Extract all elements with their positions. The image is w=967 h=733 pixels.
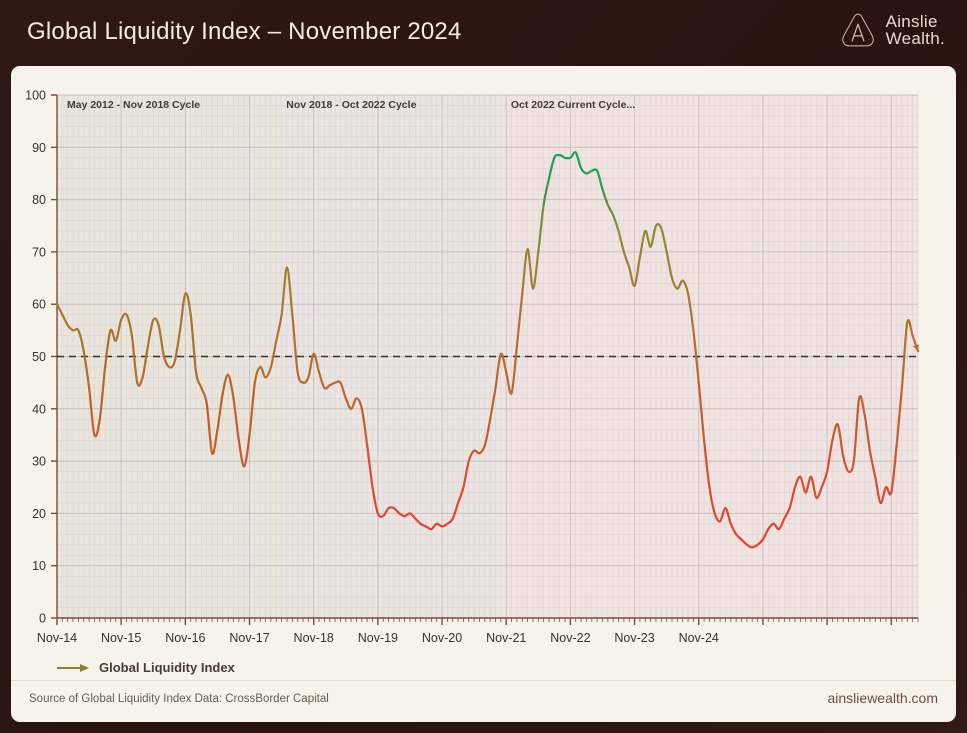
brand-line-1: Ainslie [885,11,938,31]
ainslie-triangle-a-logo-icon [841,13,874,47]
y-tick-label: 80 [32,193,46,207]
footer-source-text: Source of Global Liquidity Index Data: C… [29,693,329,705]
footer-website[interactable]: ainsliewealth.com [827,690,939,706]
cycle-annotation-3: Oct 2022 Current Cycle... [511,99,635,111]
line-arrow-marker-icon [57,663,89,672]
x-tick-label: Nov-23 [614,631,654,645]
x-tick-label: Nov-18 [294,631,334,645]
y-tick-label: 40 [32,402,46,416]
chart-legend[interactable]: Global Liquidity Index [56,660,235,675]
liquidity-index-line [55,151,920,549]
series-end-arrow [913,344,919,352]
y-tick-label: 70 [32,245,46,259]
y-tick-label: 0 [39,612,46,626]
chart-card: May 2012 - Nov 2018 Cycle Nov 2018 - Oct … [11,66,956,722]
page-title: Global Liquidity Index – November 2024 [27,18,462,45]
cycle-annotation-1: May 2012 - Nov 2018 Cycle [67,99,200,111]
brand-wordmark: Ainslie Wealth. [885,11,945,48]
x-tick-label: Nov-19 [358,631,398,645]
x-tick-label: Nov-16 [165,631,205,645]
chart-footer: Source of Global Liquidity Index Data: C… [11,680,956,722]
x-tick-label: Nov-24 [679,631,719,645]
x-tick-label: Nov-22 [550,631,590,645]
x-tick-label: Nov-17 [229,631,269,645]
y-tick-label: 30 [32,455,46,469]
slide-header: Global Liquidity Index – November 2024 A… [0,0,967,66]
brand-logo: Ainslie Wealth. [838,10,945,50]
y-tick-label: 10 [32,559,46,573]
legend-label: Global Liquidity Index [99,660,235,675]
y-tick-label: 50 [32,350,46,364]
chart-plot-area[interactable]: May 2012 - Nov 2018 Cycle Nov 2018 - Oct … [11,66,956,722]
x-tick-label: Nov-14 [37,631,77,645]
y-tick-label: 60 [32,298,46,312]
x-tick-label: Nov-21 [486,631,526,645]
y-tick-label: 20 [32,507,46,521]
cycle-annotation-2: Nov 2018 - Oct 2022 Cycle [286,99,416,111]
y-tick-label: 90 [32,141,46,155]
y-tick-label: 100 [25,89,46,103]
x-tick-label: Nov-15 [101,631,141,645]
x-tick-label: Nov-20 [422,631,462,645]
brand-line-2: Wealth. [885,29,945,48]
liquidity-index-line-chart[interactable]: May 2012 - Nov 2018 Cycle Nov 2018 - Oct … [11,66,956,666]
